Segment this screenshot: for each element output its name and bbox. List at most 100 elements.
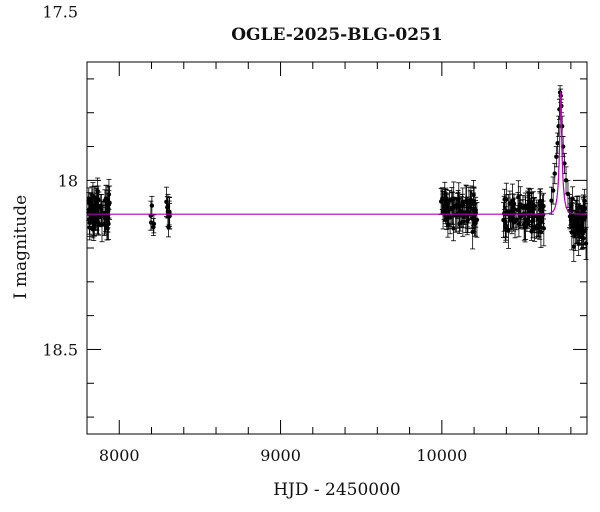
marker: [451, 226, 456, 231]
data-point: [456, 182, 462, 216]
y-tick-label: 17.5: [42, 2, 78, 21]
data-point: [470, 214, 476, 250]
marker: [470, 229, 475, 235]
data-point: [443, 187, 449, 221]
marker: [466, 209, 471, 215]
marker: [511, 201, 517, 206]
marker: [572, 221, 577, 226]
tick-labels: 8000 9000 10000 17.5 18 18.5: [42, 2, 467, 465]
marker: [550, 188, 556, 193]
data-point: [570, 203, 576, 238]
marker: [554, 154, 559, 159]
data-point: [151, 214, 157, 234]
y-tick-label: 18: [58, 171, 78, 190]
marker: [501, 217, 506, 223]
marker: [581, 216, 587, 222]
marker: [549, 198, 554, 203]
chart-title: OGLE-2025-BLG-0251: [231, 25, 443, 45]
data-point: [449, 191, 455, 226]
marker: [443, 202, 448, 207]
marker: [571, 244, 576, 249]
marker: [439, 198, 445, 204]
data-point: [167, 202, 173, 230]
data-point: [522, 211, 528, 243]
marker: [151, 221, 157, 227]
marker: [535, 217, 541, 222]
data-point: [164, 196, 170, 219]
marker: [552, 171, 557, 176]
marker: [471, 201, 477, 207]
marker: [530, 214, 535, 219]
x-axis-label: HJD - 2450000: [273, 480, 401, 500]
data-point: [572, 199, 578, 237]
marker: [167, 213, 172, 219]
data-point: [526, 191, 532, 222]
marker: [562, 161, 567, 166]
marker: [105, 226, 110, 231]
plot-frame: [86, 61, 588, 435]
marker: [106, 202, 112, 207]
data-point: [581, 206, 587, 232]
marker: [93, 201, 99, 206]
axis-ticks: [86, 62, 587, 434]
marker: [89, 196, 95, 201]
marker: [455, 202, 460, 207]
marker: [460, 219, 466, 225]
marker: [565, 191, 571, 197]
marker: [576, 216, 581, 221]
data-point: [500, 202, 506, 239]
marker: [526, 204, 531, 209]
marker: [527, 208, 532, 213]
marker: [151, 224, 156, 230]
data-point: [466, 200, 472, 224]
marker: [95, 189, 100, 194]
marker: [103, 196, 109, 201]
marker: [450, 206, 455, 211]
marker: [559, 124, 565, 129]
x-tick-label: 9000: [260, 446, 301, 465]
y-tick-label: 18.5: [42, 340, 78, 359]
data-point: [572, 210, 578, 236]
marker: [555, 140, 560, 146]
marker: [88, 203, 94, 208]
marker: [516, 221, 522, 227]
data-point: [150, 218, 156, 237]
marker: [165, 205, 170, 210]
marker: [537, 202, 543, 208]
marker: [536, 223, 541, 228]
data-point: [513, 209, 519, 231]
marker: [91, 220, 96, 226]
marker: [573, 215, 578, 221]
data-point: [535, 202, 541, 237]
y-axis-label: I magnitude: [11, 195, 31, 299]
data-point: [86, 192, 92, 214]
marker: [531, 202, 536, 207]
data-point: [553, 146, 559, 168]
marker: [445, 222, 451, 227]
marker: [149, 203, 155, 208]
data-point: [460, 205, 466, 229]
marker: [582, 198, 587, 204]
data-point: [106, 207, 112, 241]
marker: [471, 192, 476, 198]
marker: [456, 196, 461, 201]
data-point: [539, 194, 545, 224]
data-point: [565, 179, 571, 208]
data-point: [93, 186, 99, 221]
data-point: [103, 184, 109, 213]
marker: [508, 218, 513, 223]
marker: [540, 206, 545, 212]
data-point: [576, 203, 582, 234]
data-point: [148, 200, 154, 231]
data-point: [149, 195, 155, 216]
model-curve: [87, 91, 587, 215]
data-point: [459, 196, 465, 228]
marker: [461, 214, 466, 219]
marker: [106, 221, 111, 227]
x-tick-label: 8000: [99, 446, 140, 465]
data-point: [98, 193, 104, 226]
data-point: [166, 216, 172, 238]
marker: [514, 217, 519, 222]
marker: [459, 209, 464, 214]
